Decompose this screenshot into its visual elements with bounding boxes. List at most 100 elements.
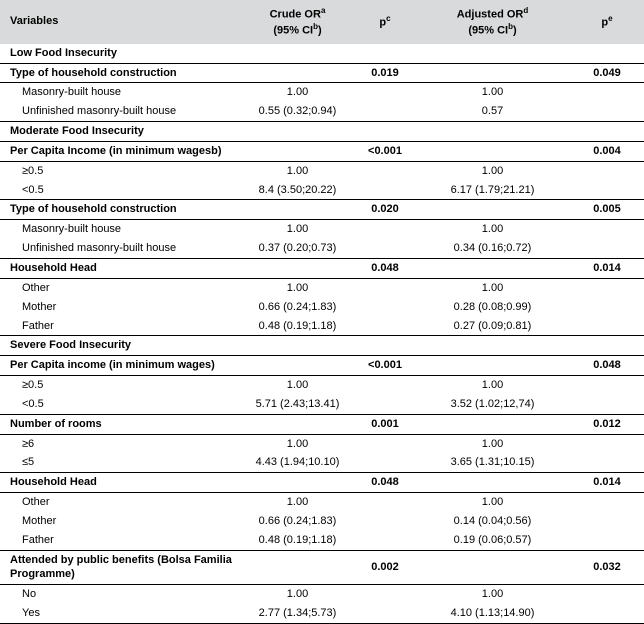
value-crude: 1.00 [240,161,355,180]
group-title: Household Head [0,473,240,493]
value-adj: 1.00 [415,83,570,102]
value-label: Masonry-built house [0,220,240,239]
group-p1: 0.001 [355,414,415,434]
group-title: Household Head [0,258,240,278]
group-adj [415,550,570,585]
section-title: Moderate Food Insecurity [0,122,644,142]
value-adj: 3.65 (1.31;10.15) [415,453,570,472]
group-p2: 0.014 [570,258,644,278]
value-row: Mother0.66 (0.24;1.83)0.14 (0.04;0.56) [0,512,644,531]
value-crude: 1.00 [240,278,355,297]
group-crude [240,550,355,585]
value-p1 [355,239,415,258]
group-title: Type of household construction [0,200,240,220]
value-crude: 0.55 (0.32;0.94) [240,102,355,121]
value-row: ≥0.51.001.00 [0,376,644,395]
value-label: ≥0.5 [0,376,240,395]
group-row: Per Capita Income (in minimum wagesb)<0.… [0,141,644,161]
value-label: Yes [0,604,240,623]
group-crude [240,356,355,376]
group-title: Per Capita income (in minimum wages) [0,356,240,376]
section-row: Low Food Insecurity [0,44,644,63]
value-p1 [355,493,415,512]
value-crude: 0.48 (0.19;1.18) [240,317,355,336]
group-title: Attended by public benefits (Bolsa Famil… [0,550,240,585]
value-p2 [570,493,644,512]
group-p2: 0.048 [570,356,644,376]
value-p1 [355,298,415,317]
group-p1: 0.048 [355,473,415,493]
section-row: Moderate Food Insecurity [0,122,644,142]
value-crude: 0.48 (0.19;1.18) [240,531,355,550]
value-row: Father0.48 (0.19;1.18)0.27 (0.09;0.81) [0,317,644,336]
value-row: ≥61.001.00 [0,434,644,453]
value-p1 [355,161,415,180]
value-crude: 1.00 [240,493,355,512]
value-label: Other [0,493,240,512]
value-p1 [355,604,415,623]
value-p1 [355,102,415,121]
value-adj: 1.00 [415,278,570,297]
value-crude: 1.00 [240,585,355,604]
value-p2 [570,512,644,531]
value-crude: 1.00 [240,376,355,395]
group-row: Household Head0.0480.014 [0,473,644,493]
value-row: Mother0.66 (0.24;1.83)0.28 (0.08;0.99) [0,298,644,317]
value-adj: 0.19 (0.06;0.57) [415,531,570,550]
group-adj [415,141,570,161]
value-p1 [355,181,415,200]
value-p2 [570,83,644,102]
group-p1: 0.002 [355,550,415,585]
regression-table: Variables Crude ORa (95% CIb) pc Adjuste… [0,0,644,624]
value-adj: 1.00 [415,161,570,180]
group-crude [240,200,355,220]
value-crude: 0.66 (0.24;1.83) [240,512,355,531]
value-label: Mother [0,298,240,317]
value-p2 [570,604,644,623]
header-p1: pc [355,0,415,44]
group-p2: 0.012 [570,414,644,434]
value-crude: 1.00 [240,83,355,102]
value-row: ≤54.43 (1.94;10.10)3.65 (1.31;10.15) [0,453,644,472]
value-adj: 0.34 (0.16;0.72) [415,239,570,258]
value-label: Father [0,317,240,336]
group-crude [240,258,355,278]
value-adj: 4.10 (1.13;14.90) [415,604,570,623]
value-label: Father [0,531,240,550]
value-p1 [355,512,415,531]
value-p2 [570,376,644,395]
group-adj [415,200,570,220]
value-p1 [355,434,415,453]
value-p1 [355,220,415,239]
value-row: Masonry-built house1.001.00 [0,220,644,239]
value-p1 [355,376,415,395]
value-adj: 1.00 [415,434,570,453]
value-p2 [570,161,644,180]
group-adj [415,258,570,278]
value-label: Unfinished masonry-built house [0,102,240,121]
group-p1: <0.001 [355,141,415,161]
value-row: Masonry-built house1.001.00 [0,83,644,102]
group-crude [240,414,355,434]
group-row: Type of household construction0.0200.005 [0,200,644,220]
group-row: Attended by public benefits (Bolsa Famil… [0,550,644,585]
value-row: No1.001.00 [0,585,644,604]
value-adj: 0.14 (0.04;0.56) [415,512,570,531]
header-adjusted-or: Adjusted ORd (95% CIb) [415,0,570,44]
value-p2 [570,298,644,317]
value-row: Yes2.77 (1.34;5.73)4.10 (1.13;14.90) [0,604,644,623]
group-p1: 0.020 [355,200,415,220]
value-p1 [355,395,415,414]
value-p2 [570,220,644,239]
group-p2: 0.049 [570,63,644,83]
value-p1 [355,83,415,102]
value-label: <0.5 [0,395,240,414]
group-title: Number of rooms [0,414,240,434]
value-adj: 0.28 (0.08;0.99) [415,298,570,317]
header-variables: Variables [0,0,240,44]
value-label: ≤5 [0,453,240,472]
group-p1: 0.019 [355,63,415,83]
value-p2 [570,585,644,604]
value-label: Unfinished masonry-built house [0,239,240,258]
value-p2 [570,102,644,121]
